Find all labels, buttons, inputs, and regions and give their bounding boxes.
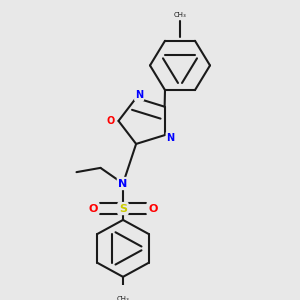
- Text: N: N: [167, 133, 175, 143]
- Text: CH₃: CH₃: [174, 13, 186, 19]
- Text: S: S: [119, 204, 127, 214]
- Text: O: O: [107, 116, 115, 126]
- Text: CH₃: CH₃: [117, 296, 129, 300]
- Text: N: N: [135, 90, 143, 100]
- Text: O: O: [88, 204, 98, 214]
- Text: O: O: [148, 204, 158, 214]
- Text: N: N: [118, 178, 127, 188]
